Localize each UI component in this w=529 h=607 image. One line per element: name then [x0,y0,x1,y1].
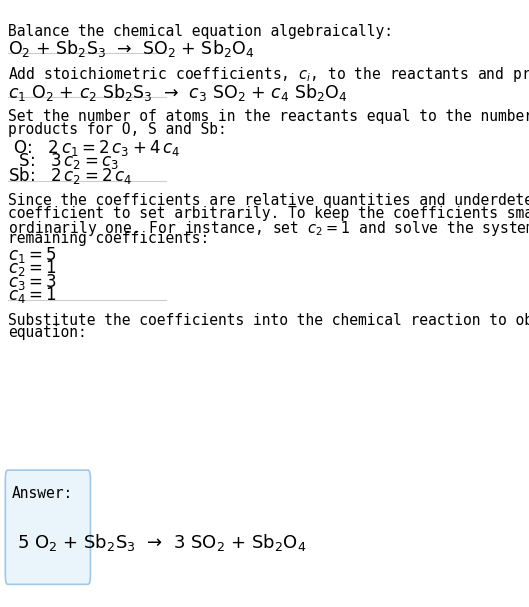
Text: Add stoichiometric coefficients, $c_i$, to the reactants and products:: Add stoichiometric coefficients, $c_i$, … [8,66,529,84]
Text: $c_1$ O$_2$ + $c_2$ Sb$_2$S$_3$  →  $c_3$ SO$_2$ + $c_4$ Sb$_2$O$_4$: $c_1$ O$_2$ + $c_2$ Sb$_2$S$_3$ → $c_3$ … [8,81,348,103]
Text: $c_4 = 1$: $c_4 = 1$ [8,285,57,305]
Text: $c_1 = 5$: $c_1 = 5$ [8,245,57,265]
Text: Sb:   $2\,c_2 = 2\,c_4$: Sb: $2\,c_2 = 2\,c_4$ [8,165,132,186]
Text: Answer:: Answer: [12,486,74,501]
Text: Balance the chemical equation algebraically:: Balance the chemical equation algebraica… [8,24,393,39]
Text: O$_2$ + Sb$_2$S$_3$  →  SO$_2$ + Sb$_2$O$_4$: O$_2$ + Sb$_2$S$_3$ → SO$_2$ + Sb$_2$O$_… [8,38,254,59]
Text: coefficient to set arbitrarily. To keep the coefficients small, the arbitrary va: coefficient to set arbitrarily. To keep … [8,206,529,221]
FancyBboxPatch shape [5,470,90,585]
Text: O:   $2\,c_1 = 2\,c_3 + 4\,c_4$: O: $2\,c_1 = 2\,c_3 + 4\,c_4$ [8,138,180,157]
Text: products for O, S and Sb:: products for O, S and Sb: [8,122,226,137]
Text: equation:: equation: [8,325,87,340]
Text: Substitute the coefficients into the chemical reaction to obtain the balanced: Substitute the coefficients into the che… [8,313,529,328]
Text: remaining coefficients:: remaining coefficients: [8,231,209,246]
Text: S:   $3\,c_2 = c_3$: S: $3\,c_2 = c_3$ [8,151,119,171]
Text: $c_3 = 3$: $c_3 = 3$ [8,271,57,291]
Text: Since the coefficients are relative quantities and underdetermined, choose a: Since the coefficients are relative quan… [8,194,529,208]
Text: Set the number of atoms in the reactants equal to the number of atoms in the: Set the number of atoms in the reactants… [8,109,529,124]
Text: 5 O$_2$ + Sb$_2$S$_3$  →  3 SO$_2$ + Sb$_2$O$_4$: 5 O$_2$ + Sb$_2$S$_3$ → 3 SO$_2$ + Sb$_2… [17,532,306,553]
Text: ordinarily one. For instance, set $c_2 = 1$ and solve the system of equations fo: ordinarily one. For instance, set $c_2 =… [8,219,529,238]
Text: $c_2 = 1$: $c_2 = 1$ [8,259,57,279]
